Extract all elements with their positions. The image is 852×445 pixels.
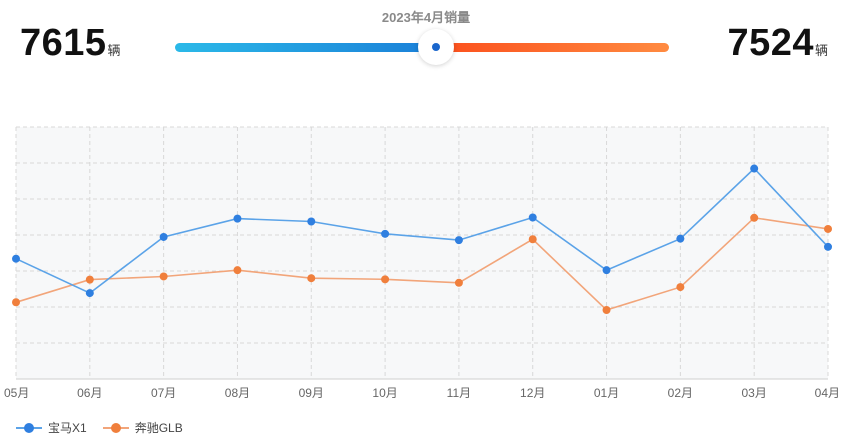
data-point-b-11[interactable] [750, 213, 759, 222]
x-tick-label: 01月 [594, 386, 619, 400]
series-b [12, 213, 832, 314]
data-point-a-1[interactable] [12, 254, 20, 263]
data-point-b-8[interactable] [528, 235, 537, 244]
plot-area [16, 127, 828, 379]
series-line-a [15, 167, 829, 295]
x-tick-label: 09月 [299, 386, 324, 400]
right-sales-value: 7524 [727, 22, 814, 64]
data-point-b-7[interactable] [454, 278, 463, 287]
x-tick-label: 04月 [815, 386, 840, 400]
left-sales-unit: 辆 [107, 43, 121, 58]
comparison-bar-left [175, 43, 437, 52]
legend-series-a-marker-icon [16, 422, 42, 434]
x-tick-label: 02月 [668, 386, 693, 400]
data-point-b-6[interactable] [381, 275, 390, 284]
left-sales-value: 7615 [20, 22, 107, 64]
data-point-b-9[interactable] [602, 305, 611, 314]
left-sales-count: 7615辆 [20, 22, 121, 65]
legend-series-a-label: 宝马X1 [48, 421, 87, 435]
data-point-a-6[interactable] [381, 229, 390, 238]
x-tick-label: 08月 [225, 386, 250, 400]
data-point-a-10[interactable] [676, 234, 685, 243]
sales-comparison-header: 2023年4月销量 7615辆 7524辆 [0, 0, 852, 110]
legend-item-series-b[interactable]: 奔驰GLB [102, 419, 183, 436]
data-point-b-12[interactable] [824, 224, 832, 233]
comparison-bar-right [437, 43, 669, 52]
data-point-b-4[interactable] [233, 266, 242, 275]
x-tick-label: 11月 [447, 386, 471, 400]
data-point-a-9[interactable] [602, 266, 611, 275]
data-point-b-5[interactable] [307, 274, 316, 283]
legend-series-b-label: 奔驰GLB [134, 421, 183, 435]
data-point-a-12[interactable] [824, 242, 832, 251]
x-tick-label: 12月 [520, 386, 545, 400]
x-tick-label: 07月 [151, 386, 176, 400]
data-point-a-8[interactable] [528, 213, 537, 222]
x-tick-label: 10月 [372, 386, 397, 400]
legend-series-b-marker-icon [102, 422, 129, 434]
data-point-b-2[interactable] [85, 275, 94, 284]
chart-legend: 宝马X1 奔驰GLB [16, 419, 199, 436]
data-point-b-1[interactable] [12, 298, 20, 307]
data-point-a-11[interactable] [750, 164, 759, 173]
series-a [12, 164, 832, 298]
data-point-a-4[interactable] [233, 214, 242, 223]
x-tick-label: 03月 [742, 386, 767, 400]
data-point-a-5[interactable] [307, 217, 316, 226]
data-point-b-3[interactable] [159, 272, 168, 281]
series-line-b [15, 216, 829, 311]
x-tick-label: 06月 [77, 386, 102, 400]
data-point-b-10[interactable] [676, 283, 685, 292]
comparison-bar-knob [418, 29, 454, 65]
data-point-a-2[interactable] [85, 289, 94, 298]
legend-item-series-a[interactable]: 宝马X1 [16, 419, 87, 436]
data-point-a-7[interactable] [454, 236, 463, 245]
data-point-a-3[interactable] [159, 232, 168, 241]
header-title: 2023年4月销量 [381, 10, 471, 25]
right-sales-count: 7524辆 [727, 22, 828, 65]
knob-dot-icon [432, 43, 440, 51]
right-sales-unit: 辆 [814, 43, 828, 58]
x-tick-label: 05月 [4, 386, 29, 400]
